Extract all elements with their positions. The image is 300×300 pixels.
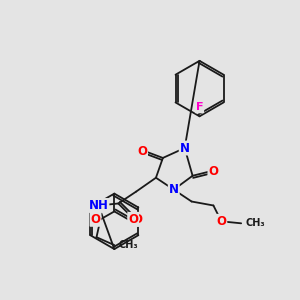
Text: CH₃: CH₃ xyxy=(118,240,138,250)
Text: O: O xyxy=(208,165,218,178)
Text: O: O xyxy=(132,213,142,226)
Text: O: O xyxy=(216,215,226,228)
Text: O: O xyxy=(128,213,138,226)
Text: N: N xyxy=(180,142,190,154)
Text: O: O xyxy=(137,146,147,158)
Text: CH₃: CH₃ xyxy=(245,218,265,228)
Text: N: N xyxy=(169,183,179,196)
Text: NH: NH xyxy=(88,199,108,212)
Text: F: F xyxy=(196,102,203,112)
Text: O: O xyxy=(91,213,100,226)
